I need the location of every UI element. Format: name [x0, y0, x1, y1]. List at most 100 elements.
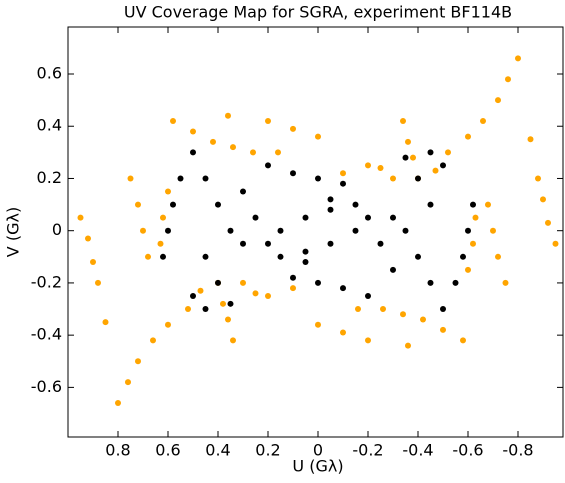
- point: [240, 240, 246, 247]
- point: [202, 175, 209, 182]
- point: [400, 311, 406, 318]
- point: [225, 112, 231, 119]
- point: [250, 149, 256, 156]
- point: [90, 259, 96, 266]
- point: [390, 266, 396, 273]
- point: [535, 175, 541, 182]
- point: [495, 97, 501, 104]
- point: [165, 321, 171, 328]
- point: [390, 214, 396, 221]
- point: [352, 201, 359, 208]
- point: [327, 240, 334, 247]
- point: [230, 144, 236, 151]
- point: [440, 326, 446, 333]
- point: [352, 227, 359, 234]
- point: [127, 175, 134, 182]
- point: [252, 290, 259, 297]
- point: [160, 214, 166, 221]
- point: [190, 292, 196, 299]
- x-axis-label: U (Gλ): [292, 457, 343, 476]
- point: [302, 248, 309, 255]
- point: [165, 227, 171, 234]
- point: [240, 279, 246, 286]
- point: [377, 165, 384, 172]
- plot-frame: [67, 26, 564, 438]
- point: [327, 196, 334, 203]
- point: [227, 300, 234, 307]
- point: [440, 306, 446, 313]
- point: [157, 240, 164, 247]
- point: [115, 400, 121, 407]
- point: [85, 235, 91, 242]
- x-tick-label: -0.8: [502, 441, 533, 460]
- point: [177, 175, 184, 182]
- point: [277, 253, 284, 260]
- chart-title: UV Coverage Map for SGRA, experiment BF1…: [124, 3, 512, 22]
- point: [265, 292, 271, 299]
- point: [165, 188, 171, 195]
- point: [197, 287, 204, 294]
- point: [470, 201, 476, 208]
- point: [405, 138, 411, 145]
- point: [402, 154, 409, 161]
- point: [302, 259, 309, 266]
- point: [135, 358, 141, 365]
- x-tick-label: -0.6: [452, 441, 483, 460]
- point: [427, 279, 434, 286]
- point: [540, 196, 546, 203]
- point: [277, 227, 284, 234]
- point: [432, 167, 439, 174]
- point: [265, 118, 271, 125]
- y-tick-label: -0.4: [31, 325, 62, 344]
- point: [400, 118, 406, 125]
- point: [95, 279, 101, 286]
- point: [302, 214, 309, 221]
- y-tick-label: 0.4: [37, 116, 62, 135]
- point: [377, 240, 384, 247]
- point: [465, 133, 471, 140]
- point: [215, 279, 221, 286]
- point: [340, 329, 346, 336]
- point: [160, 253, 166, 260]
- point: [380, 306, 386, 313]
- point: [402, 227, 409, 234]
- point: [185, 306, 191, 313]
- point: [202, 306, 209, 313]
- y-tick-label: 0.2: [37, 168, 62, 187]
- point: [290, 125, 296, 132]
- point: [365, 162, 371, 169]
- point: [365, 337, 371, 344]
- y-tick-label: -0.6: [31, 377, 62, 396]
- point: [545, 219, 551, 226]
- point: [227, 227, 234, 234]
- point: [150, 337, 156, 344]
- point: [315, 279, 321, 286]
- point: [275, 149, 281, 156]
- point: [265, 162, 271, 169]
- point: [125, 379, 131, 386]
- y-tick-label: 0: [52, 220, 62, 239]
- point: [452, 279, 459, 286]
- point: [440, 162, 446, 169]
- point: [465, 227, 471, 234]
- x-tick-label: 0.2: [255, 441, 280, 460]
- point: [390, 175, 396, 182]
- point: [495, 253, 501, 260]
- point: [340, 170, 346, 177]
- y-tick-label: -0.2: [31, 272, 62, 291]
- point: [405, 342, 411, 349]
- point: [460, 337, 466, 344]
- point: [505, 76, 511, 83]
- point: [355, 306, 361, 313]
- x-tick-label: -0.4: [402, 441, 433, 460]
- point: [365, 292, 371, 299]
- point: [552, 240, 559, 247]
- point: [470, 240, 476, 247]
- point: [140, 227, 146, 234]
- point: [420, 316, 426, 323]
- point: [415, 175, 421, 182]
- point: [340, 285, 346, 292]
- point: [265, 240, 271, 247]
- point: [315, 321, 321, 328]
